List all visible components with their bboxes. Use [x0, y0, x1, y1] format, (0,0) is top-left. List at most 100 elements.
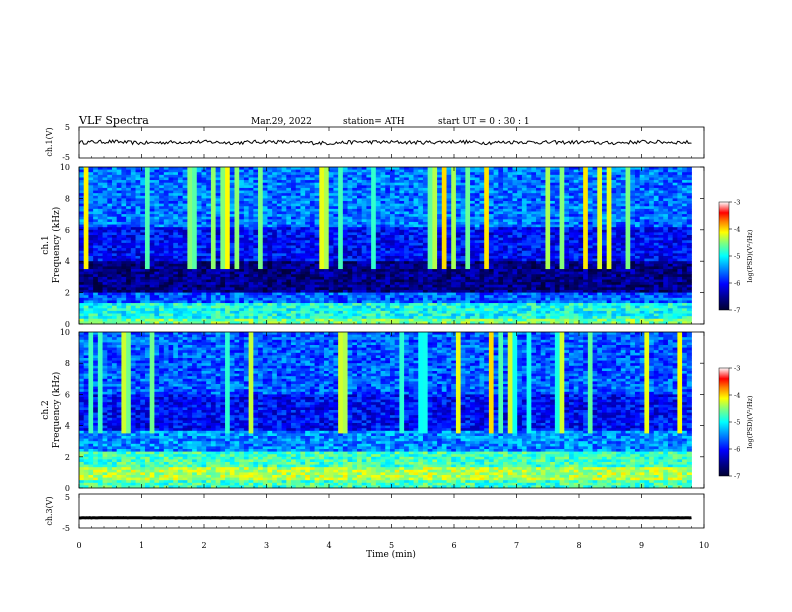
spectrogram-cell: [116, 174, 122, 178]
spectrogram-cell: [135, 190, 141, 194]
spectrogram-cell: [243, 248, 250, 252]
spectrogram-cell: [300, 248, 306, 252]
spectrogram-cell: [394, 185, 400, 189]
spectrogram-cell: [592, 258, 598, 262]
spectrogram-cell: [408, 211, 414, 215]
spectrogram-cell: [258, 211, 264, 215]
spectrogram-cell: [634, 193, 641, 197]
spectrogram-cell: [611, 174, 617, 178]
spectrogram-cell: [672, 261, 678, 265]
spectrogram-cell: [324, 203, 330, 207]
spectrogram-cell: [634, 237, 641, 241]
spectrogram-cell: [413, 177, 419, 181]
spectrogram-cell: [300, 261, 306, 265]
spectrogram-cell: [144, 187, 151, 191]
spectrogram-cell: [451, 253, 457, 257]
spectrogram-cell: [521, 182, 527, 186]
spectrogram-cell: [338, 248, 344, 252]
spectrogram-cell: [111, 177, 118, 181]
spectrogram-cell: [592, 253, 598, 257]
spectrogram-cell: [286, 206, 292, 210]
spectrogram-cell: [102, 208, 108, 212]
spectrogram-cell: [455, 221, 462, 225]
spectrogram-cell: [465, 235, 471, 239]
spectrogram-cell: [620, 224, 626, 228]
spectrogram-cell: [239, 253, 245, 257]
spectrogram-cell: [375, 185, 381, 189]
spectrogram-cell: [649, 195, 655, 199]
spectrogram-cell: [83, 185, 89, 189]
spectrogram-cell: [503, 203, 509, 207]
spectrogram-cell: [422, 216, 429, 220]
spectrogram-cell: [531, 255, 537, 259]
spectrogram-cell: [324, 253, 330, 257]
spectrogram-cell: [163, 255, 169, 259]
spectrogram-cell: [324, 211, 330, 215]
spectrogram-cell: [159, 258, 165, 262]
spectrogram-cell: [526, 167, 532, 171]
spectrogram-cell: [201, 177, 207, 181]
spectrogram-cell: [583, 242, 589, 246]
spectrogram-cell: [484, 187, 490, 191]
spectrogram-cell: [286, 242, 292, 246]
spectrogram-cell: [550, 195, 556, 199]
spectrogram-cell: [130, 201, 136, 205]
spectrogram-cell: [159, 198, 165, 202]
spectrogram-cell: [173, 261, 179, 265]
spectrogram-cell: [88, 250, 94, 254]
spectrogram-cell: [597, 250, 603, 254]
spectrogram-cell: [667, 248, 674, 252]
spectrogram-cell: [460, 240, 466, 244]
spectrogram-cell: [587, 203, 593, 207]
spectrogram-cell: [404, 211, 410, 215]
spectrogram-cell: [187, 224, 193, 228]
spectrogram-cell: [196, 180, 202, 184]
spectrogram-cell: [126, 232, 132, 236]
spectrogram-cell: [413, 242, 419, 246]
spectrogram-cell: [536, 201, 542, 205]
spectrogram-cell: [432, 206, 438, 210]
spectrogram-cell: [248, 177, 254, 181]
spectrogram-cell: [587, 182, 593, 186]
spectrogram-cell: [413, 248, 419, 252]
spectrogram-cell: [163, 174, 169, 178]
spectrogram-cell: [682, 253, 688, 257]
spectrogram-cell: [177, 261, 184, 265]
spectrogram-cell: [559, 208, 565, 212]
spectrogram-cell: [404, 174, 410, 178]
spectrogram-cell: [107, 193, 113, 197]
spectrogram-cell: [385, 167, 391, 171]
spectrogram-cell: [314, 180, 320, 184]
spectrogram-cell: [592, 263, 598, 267]
spectrogram-cell: [352, 190, 358, 194]
spectrogram-cell: [361, 182, 367, 186]
spectrogram-cell: [474, 185, 480, 189]
spectrogram-cell: [79, 211, 85, 215]
spectrogram-cell: [305, 221, 311, 225]
spectrogram-cell: [206, 219, 212, 223]
spectrogram-cell: [512, 174, 518, 178]
spectrogram-cell: [493, 248, 499, 252]
spectrogram-cell: [253, 227, 259, 231]
spectrogram-cell: [531, 232, 537, 236]
spectrogram-cell: [163, 190, 169, 194]
spectrogram-cell: [248, 169, 254, 173]
spectrogram-cell: [159, 263, 165, 267]
spectrogram-cell: [267, 263, 273, 267]
spectrogram-cell: [451, 263, 457, 267]
spectrogram-cell: [215, 182, 221, 186]
spectrogram-cell: [295, 177, 301, 181]
spectrogram-cell: [498, 229, 504, 233]
spectrogram-cell: [422, 227, 429, 231]
spectrogram-cell: [620, 198, 626, 202]
spectrogram-cell: [460, 208, 466, 212]
spectrogram-cell: [215, 224, 221, 228]
spectrogram-cell: [286, 258, 292, 262]
spectrogram-cell: [267, 193, 273, 197]
spectrogram-cell: [248, 248, 254, 252]
spectrogram-cell: [404, 177, 410, 181]
spectrogram-cell: [192, 221, 198, 225]
spectrogram-cell: [253, 235, 259, 239]
spectrogram-cell: [460, 203, 466, 207]
spectrogram-cell: [215, 266, 221, 270]
